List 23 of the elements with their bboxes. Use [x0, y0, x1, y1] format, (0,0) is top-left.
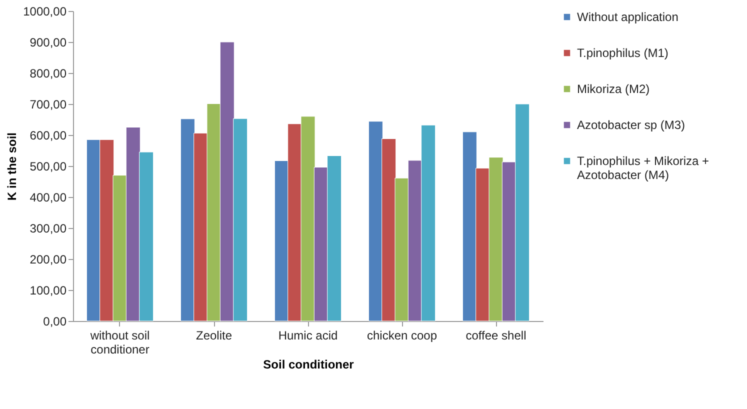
y-tick-label: 700,00: [30, 98, 67, 112]
y-tick-label: 600,00: [30, 128, 67, 142]
y-tick-label: 800,00: [30, 66, 67, 80]
y-tick-label: 400,00: [30, 190, 67, 204]
legend-label: Azotobacter sp (M3): [577, 118, 686, 132]
y-tick-label: 100,00: [30, 284, 67, 298]
x-tick-label: Humic acid: [278, 328, 338, 342]
y-tick-label: 0,00: [43, 314, 67, 328]
y-tick-label: 900,00: [30, 36, 67, 50]
legend-label: Mikoriza (M2): [577, 82, 650, 96]
legend-label: T.pinophilus + Mikoriza + Azotobacter (M4): [577, 154, 710, 182]
x-tick-label: Zeolite: [196, 328, 232, 342]
y-tick-label: 300,00: [30, 222, 67, 236]
x-axis-title: Soil conditioner: [263, 358, 354, 372]
y-tick-label: 500,00: [30, 160, 67, 174]
legend-label: Without application: [577, 10, 678, 24]
y-axis-title: K in the soil: [5, 132, 20, 201]
legend-label: T.pinophilus (M1): [577, 46, 668, 60]
y-tick-label: 1000,00: [23, 4, 67, 18]
x-tick-label: coffee shell: [466, 328, 526, 342]
y-tick-label: 200,00: [30, 252, 67, 266]
x-tick-label: without soil conditioner: [89, 328, 150, 356]
x-tick-label: chicken coop: [366, 328, 438, 342]
